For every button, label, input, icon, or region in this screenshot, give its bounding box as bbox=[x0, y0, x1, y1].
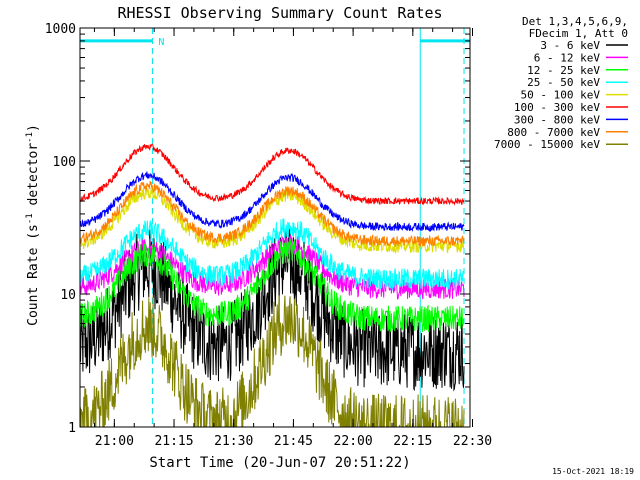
axes-layer: 21:00 21:15 21:30 21:45 22:00 22:15 22:30 1 10 10… bbox=[45, 22, 492, 449]
y-tick-label: 1000 bbox=[45, 22, 76, 37]
plot-frame bbox=[79, 27, 471, 428]
series-line-1 bbox=[80, 225, 465, 392]
saa-flag-label: N bbox=[158, 37, 164, 48]
x-tick-label: 21:15 bbox=[154, 434, 193, 449]
series-line-9 bbox=[80, 294, 465, 427]
saa-flag-layer: N bbox=[80, 37, 470, 48]
y-tick-label: 1 bbox=[68, 421, 76, 436]
x-tick-label: 21:00 bbox=[95, 434, 134, 449]
series-line-4 bbox=[80, 218, 465, 291]
legend-header: Det 1,3,4,5,6,9, bbox=[522, 15, 628, 28]
series-line-7 bbox=[80, 171, 465, 233]
x-tick-label: 22:00 bbox=[334, 434, 373, 449]
x-tick-label: 22:30 bbox=[453, 434, 492, 449]
series-layer bbox=[80, 143, 465, 427]
legend-header: FDecim 1, Att 0 bbox=[529, 27, 628, 40]
legend: Det 1,3,4,5,6,9,FDecim 1, Att 03 - 6 keV… bbox=[494, 15, 628, 151]
legend-entry-label: 800 - 7000 keV bbox=[507, 126, 600, 139]
x-tick-label: 21:30 bbox=[214, 434, 253, 449]
y-tick-label: 10 bbox=[60, 288, 76, 303]
series-line-3 bbox=[80, 238, 465, 333]
series-line-6 bbox=[80, 143, 465, 206]
legend-entry-label: 12 - 25 keV bbox=[527, 64, 600, 77]
y-tick-label: 100 bbox=[53, 155, 76, 170]
x-axis-label: Start Time (20-Jun-07 20:51:22) bbox=[149, 455, 410, 471]
chart-title: RHESSI Observing Summary Count Rates bbox=[117, 4, 442, 22]
legend-entry-label: 25 - 50 keV bbox=[527, 76, 600, 89]
legend-entry-label: 100 - 300 keV bbox=[514, 101, 600, 114]
legend-entry-label: 7000 - 15000 keV bbox=[494, 138, 600, 151]
legend-entry-label: 300 - 800 keV bbox=[514, 113, 600, 126]
legend-entry-label: 6 - 12 keV bbox=[534, 51, 601, 64]
series-line-5 bbox=[80, 184, 465, 255]
legend-entry-label: 50 - 100 keV bbox=[521, 89, 601, 102]
x-tick-label: 21:45 bbox=[274, 434, 313, 449]
x-tick-label: 22:15 bbox=[393, 434, 432, 449]
legend-entry-label: 3 - 6 keV bbox=[540, 39, 600, 52]
footer-date: 15-Oct-2021 18:19 bbox=[552, 467, 634, 476]
y-axis-label: Count Rate (s-1 detector-1) bbox=[25, 124, 41, 326]
series-line-8 bbox=[80, 180, 465, 247]
